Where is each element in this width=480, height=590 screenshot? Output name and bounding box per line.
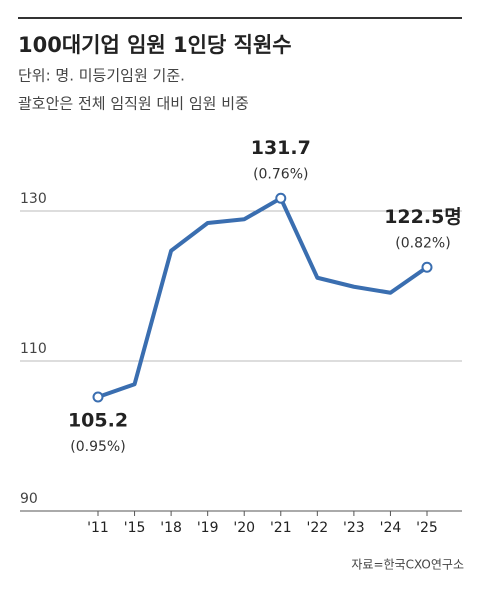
point <box>421 261 433 273</box>
y-tick-label: 90 <box>20 491 38 507</box>
data-label: 105.2 <box>68 410 128 432</box>
subtitle: 괄호안은 전체 임직원 대비 임원 비중 <box>18 95 249 113</box>
y-tick-label: 110 <box>20 341 47 357</box>
point <box>275 192 287 204</box>
chart-title: 100대기업 임원 1인당 직원수 <box>18 33 292 57</box>
x-tick-label: '25 <box>416 520 438 536</box>
source: 자료=한국CXO연구소 <box>351 558 464 572</box>
x-tick-label: '11 <box>87 520 109 536</box>
x-tick-label: '18 <box>160 520 182 536</box>
x-tick-label: '23 <box>343 520 365 536</box>
x-tick-label: '22 <box>306 520 328 536</box>
share-label: (0.95%) <box>70 439 125 455</box>
x-tick-label: '20 <box>233 520 255 536</box>
line <box>97 196 429 399</box>
share-label: (0.76%) <box>253 166 308 182</box>
y-tick-label: 130 <box>20 191 47 207</box>
subtitle: 단위: 명. 미등기임원 기준. <box>18 67 185 85</box>
share-label: (0.82%) <box>395 235 450 251</box>
x-tick-label: '15 <box>124 520 146 536</box>
x-tick-label: '21 <box>270 520 292 536</box>
data-label: 122.5명 <box>384 206 462 228</box>
x-tick-label: '24 <box>380 520 402 536</box>
point <box>92 391 104 403</box>
data-label: 131.7 <box>251 137 311 159</box>
x-tick-label: '19 <box>197 520 219 536</box>
